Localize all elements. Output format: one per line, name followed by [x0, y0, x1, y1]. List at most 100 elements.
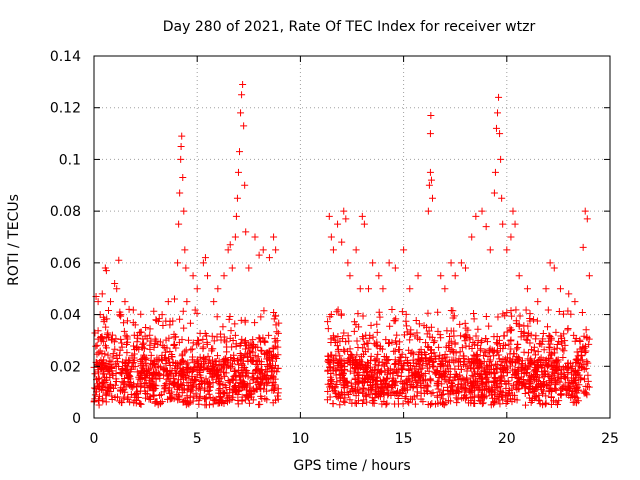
data-point: [359, 364, 367, 372]
data-point: [324, 388, 332, 396]
data-point: [238, 360, 246, 368]
data-point: [471, 340, 479, 348]
data-point: [101, 378, 109, 386]
data-point: [468, 233, 476, 241]
x-axis-label: GPS time / hours: [293, 458, 410, 474]
data-point: [137, 375, 145, 383]
data-point: [463, 367, 471, 375]
y-tick-label: 0: [72, 411, 81, 427]
data-point: [189, 397, 197, 405]
data-point: [487, 365, 495, 373]
data-point: [497, 155, 505, 163]
data-point: [146, 393, 154, 401]
data-point: [488, 361, 496, 369]
data-point: [405, 366, 413, 374]
data-point: [367, 385, 375, 393]
data-point: [112, 378, 120, 386]
data-point: [427, 323, 435, 331]
data-point: [146, 345, 154, 353]
data-point: [181, 246, 189, 254]
data-point: [235, 361, 243, 369]
data-point: [241, 181, 249, 189]
x-tick-labels: 0 5 10 15 20 25: [90, 431, 619, 447]
data-point: [580, 365, 588, 373]
data-point: [239, 80, 247, 88]
data-point: [394, 400, 402, 408]
y-tick-label: 0.1: [59, 152, 81, 168]
data-point: [457, 332, 465, 340]
data-point: [358, 212, 366, 220]
data-point: [569, 362, 577, 370]
data-point: [160, 343, 168, 351]
data-point: [379, 384, 387, 392]
data-point: [137, 381, 145, 389]
data-point: [200, 354, 208, 362]
data-point: [112, 370, 120, 378]
data-point: [516, 312, 524, 320]
data-point: [564, 326, 572, 334]
data-point: [244, 369, 252, 377]
data-point: [243, 350, 251, 358]
data-point: [257, 392, 265, 400]
data-point: [497, 368, 505, 376]
x-tick-label: 20: [498, 431, 516, 447]
data-point: [331, 388, 339, 396]
data-point: [470, 351, 478, 359]
data-point: [571, 298, 579, 306]
data-point: [118, 399, 126, 407]
data-point: [491, 375, 499, 383]
data-point: [469, 339, 477, 347]
data-point: [98, 380, 106, 388]
data-point: [371, 356, 379, 364]
data-point: [360, 350, 368, 358]
data-point: [260, 337, 268, 345]
data-point: [243, 392, 251, 400]
data-point: [548, 350, 556, 358]
data-point: [474, 363, 482, 371]
data-point: [507, 336, 515, 344]
data-point: [400, 246, 408, 254]
y-tick-labels: 0 0.02 0.04 0.06 0.08 0.1 0.12 0.14: [50, 49, 81, 427]
data-point: [249, 336, 257, 344]
data-point: [575, 360, 583, 368]
data-point: [457, 383, 465, 391]
data-point: [346, 272, 354, 280]
data-point: [383, 399, 391, 407]
data-point: [102, 389, 110, 397]
data-point: [130, 380, 138, 388]
data-point: [273, 328, 281, 336]
data-point: [481, 348, 489, 356]
data-point: [350, 327, 358, 335]
data-point: [438, 355, 446, 363]
data-point: [120, 327, 128, 335]
data-point: [104, 368, 112, 376]
data-point: [228, 264, 236, 272]
data-point: [493, 340, 501, 348]
data-point: [228, 360, 236, 368]
data-point: [94, 383, 102, 391]
data-point: [94, 327, 102, 335]
data-point: [499, 310, 507, 318]
data-point: [178, 132, 186, 140]
data-point: [162, 336, 170, 344]
data-point: [513, 345, 521, 353]
data-point: [251, 319, 259, 327]
data-point: [247, 353, 255, 361]
data-point: [127, 390, 135, 398]
data-point: [152, 316, 160, 324]
data-point: [436, 331, 444, 339]
data-point: [462, 264, 470, 272]
data-point: [367, 357, 375, 365]
data-point: [582, 326, 590, 334]
data-point: [436, 370, 444, 378]
data-point: [424, 207, 432, 215]
data-point: [478, 207, 486, 215]
data-point: [510, 370, 518, 378]
data-point: [268, 352, 276, 360]
data-point: [346, 396, 354, 404]
data-point: [172, 362, 180, 370]
data-point: [117, 335, 125, 343]
data-point: [499, 372, 507, 380]
y-tick-label: 0.02: [50, 359, 81, 375]
data-point: [208, 332, 216, 340]
